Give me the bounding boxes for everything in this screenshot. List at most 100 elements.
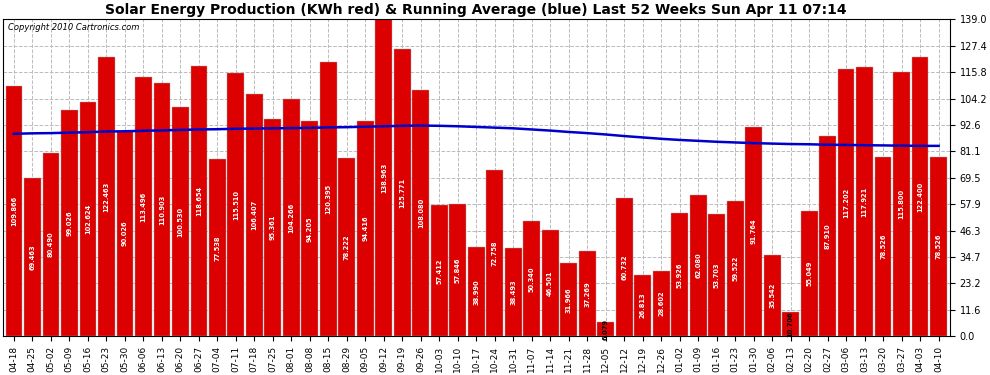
Bar [117, 131, 134, 336]
Text: 50.340: 50.340 [529, 266, 535, 292]
Text: 110.903: 110.903 [158, 195, 165, 225]
Bar [635, 275, 651, 336]
Text: 91.764: 91.764 [750, 219, 756, 245]
Text: 31.966: 31.966 [565, 287, 572, 313]
Text: 138.963: 138.963 [381, 163, 387, 193]
Bar [468, 248, 484, 336]
Bar [801, 211, 818, 336]
Text: 117.202: 117.202 [843, 188, 849, 218]
Bar [912, 57, 929, 336]
Bar [24, 178, 41, 336]
Text: 78.526: 78.526 [936, 234, 941, 260]
Bar [190, 66, 207, 336]
Bar [246, 94, 262, 336]
Bar [43, 153, 59, 336]
Bar [79, 102, 96, 336]
Bar [709, 214, 725, 336]
Bar [856, 68, 873, 336]
Bar [764, 255, 780, 336]
Text: 38.493: 38.493 [510, 279, 516, 305]
Bar [209, 159, 226, 336]
Bar [893, 72, 910, 336]
Text: 59.522: 59.522 [733, 256, 739, 281]
Text: 122.400: 122.400 [917, 182, 923, 212]
Text: 106.407: 106.407 [251, 200, 257, 230]
Bar [283, 99, 300, 336]
Bar [449, 204, 466, 336]
Text: 94.416: 94.416 [362, 216, 368, 242]
Text: 6.079: 6.079 [603, 319, 609, 340]
Text: 69.463: 69.463 [30, 244, 36, 270]
Bar [413, 90, 429, 336]
Text: 100.530: 100.530 [177, 207, 183, 237]
Bar [690, 195, 707, 336]
Bar [486, 170, 503, 336]
Bar [542, 230, 558, 336]
Bar [782, 312, 799, 336]
Text: 46.501: 46.501 [547, 270, 553, 296]
Text: 57.412: 57.412 [437, 258, 443, 284]
Text: 78.526: 78.526 [880, 234, 886, 260]
Bar [228, 73, 245, 336]
Text: 28.602: 28.602 [658, 291, 664, 316]
Text: 38.990: 38.990 [473, 279, 479, 304]
Text: 118.654: 118.654 [196, 186, 202, 216]
Bar [431, 206, 447, 336]
Bar [394, 50, 411, 336]
Text: 115.800: 115.800 [899, 189, 905, 219]
Bar [560, 263, 577, 336]
Text: 125.771: 125.771 [399, 178, 405, 208]
Text: 90.026: 90.026 [122, 221, 128, 246]
Text: 77.538: 77.538 [214, 235, 221, 261]
Text: 72.758: 72.758 [492, 240, 498, 266]
Text: 115.510: 115.510 [233, 190, 239, 220]
Bar [652, 271, 669, 336]
Bar [264, 119, 281, 336]
Text: 108.080: 108.080 [418, 198, 424, 228]
Bar [135, 78, 151, 336]
Text: 62.080: 62.080 [695, 253, 701, 278]
Text: 117.921: 117.921 [861, 187, 867, 217]
Bar [339, 158, 355, 336]
Bar [875, 157, 891, 336]
Bar [616, 198, 633, 336]
Bar [671, 213, 688, 336]
Bar [302, 122, 318, 336]
Bar [153, 83, 170, 336]
Text: 102.624: 102.624 [85, 204, 91, 234]
Bar [357, 121, 373, 336]
Text: 80.490: 80.490 [48, 232, 53, 257]
Bar [6, 86, 22, 336]
Bar [579, 251, 596, 336]
Text: 113.496: 113.496 [141, 192, 147, 222]
Bar [931, 157, 947, 336]
Text: 10.706: 10.706 [788, 311, 794, 337]
Text: 60.732: 60.732 [622, 254, 628, 280]
Text: 99.026: 99.026 [66, 210, 72, 236]
Text: 37.269: 37.269 [584, 281, 590, 307]
Text: Copyright 2010 Cartronics.com: Copyright 2010 Cartronics.com [8, 22, 139, 32]
Bar [320, 62, 337, 336]
Bar [505, 249, 522, 336]
Bar [61, 111, 77, 336]
Title: Solar Energy Production (KWh red) & Running Average (blue) Last 52 Weeks Sun Apr: Solar Energy Production (KWh red) & Runn… [106, 3, 847, 17]
Text: 109.866: 109.866 [11, 196, 17, 226]
Bar [375, 20, 392, 336]
Bar [98, 57, 115, 336]
Bar [172, 107, 189, 336]
Text: 104.266: 104.266 [288, 202, 294, 232]
Bar [838, 69, 854, 336]
Text: 53.926: 53.926 [677, 262, 683, 288]
Text: 122.463: 122.463 [103, 182, 109, 212]
Text: 53.703: 53.703 [714, 262, 720, 288]
Text: 55.049: 55.049 [806, 261, 812, 286]
Text: 87.910: 87.910 [825, 223, 831, 249]
Bar [524, 222, 541, 336]
Bar [820, 136, 836, 336]
Text: 78.222: 78.222 [344, 234, 349, 260]
Text: 35.542: 35.542 [769, 283, 775, 308]
Bar [745, 127, 762, 336]
Bar [597, 322, 614, 336]
Text: 57.846: 57.846 [454, 258, 460, 283]
Text: 120.395: 120.395 [326, 184, 332, 214]
